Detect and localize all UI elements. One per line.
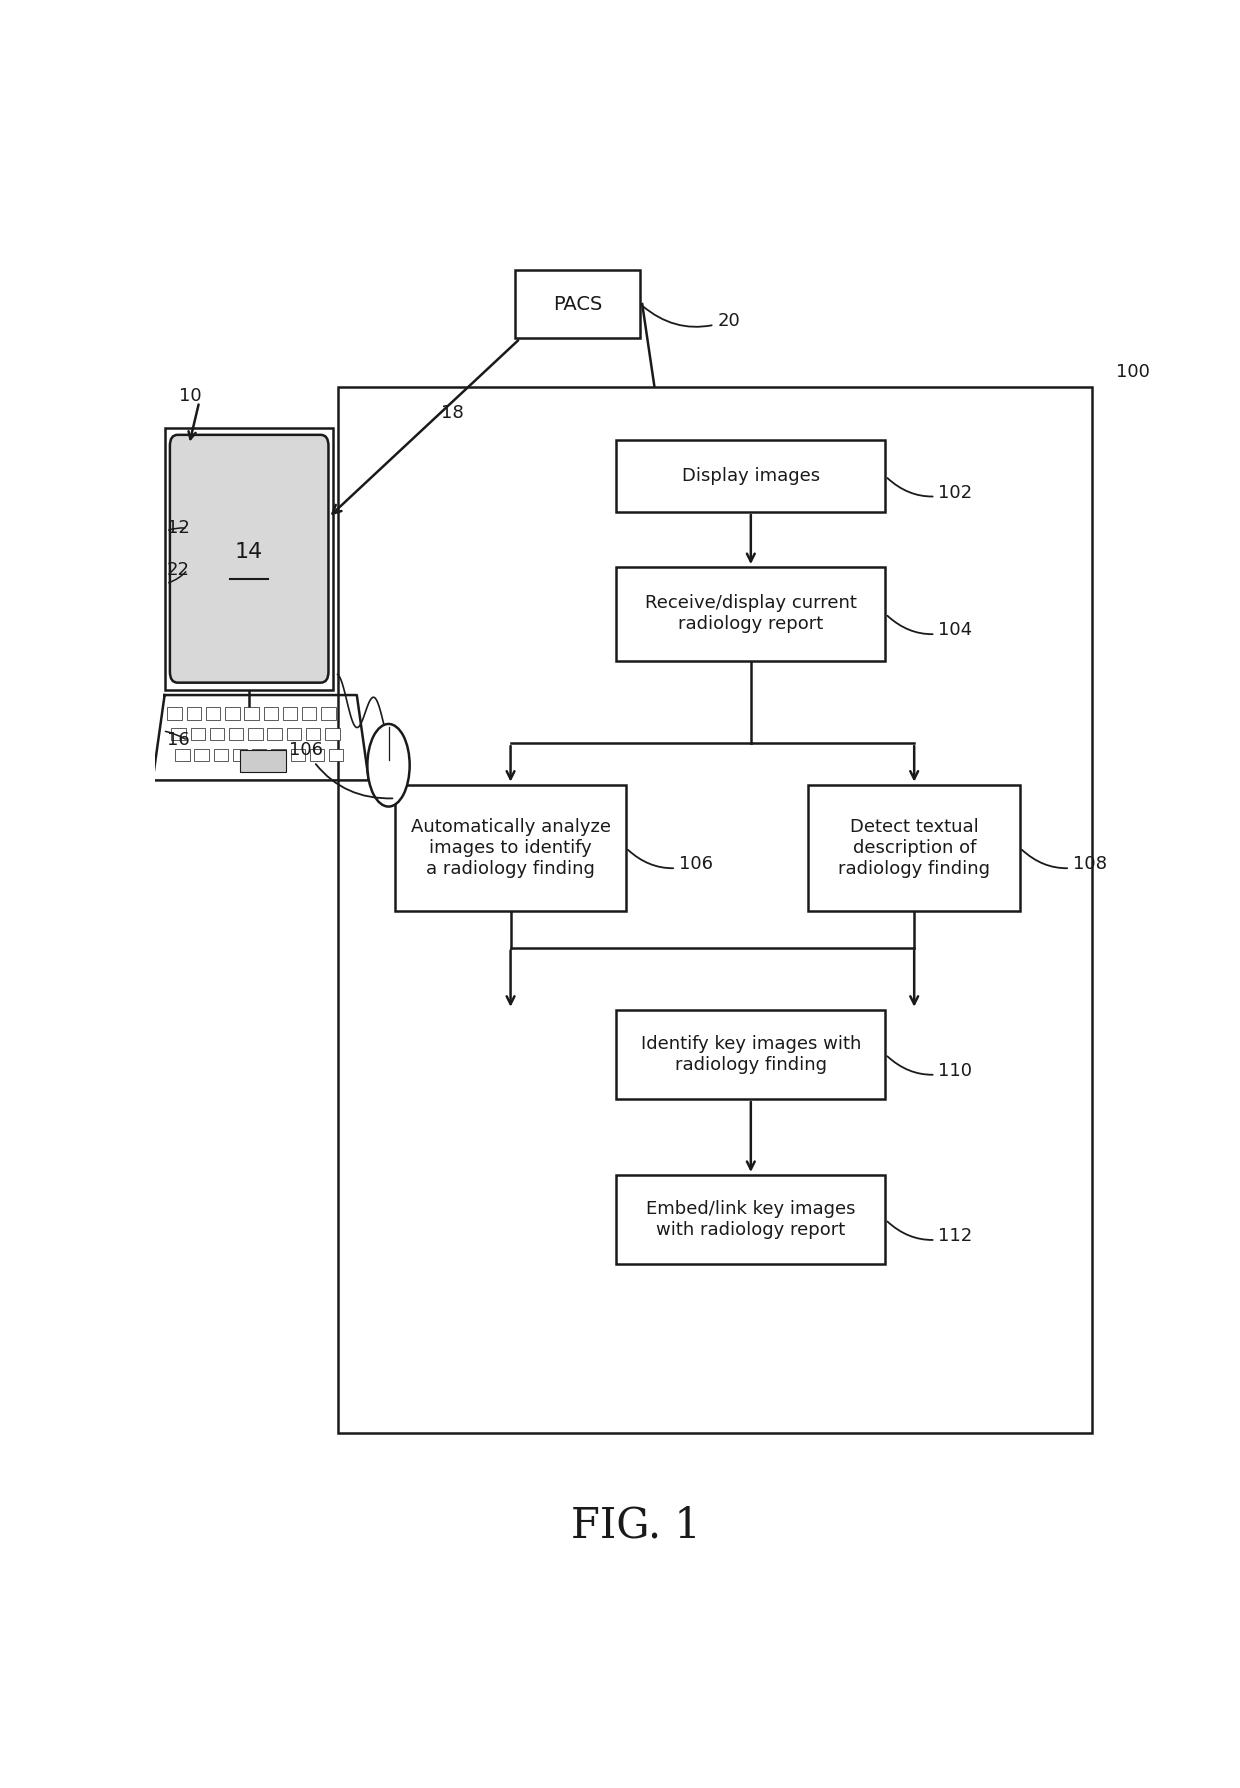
Bar <box>210 728 224 740</box>
Bar <box>616 567 885 660</box>
Text: 102: 102 <box>888 477 972 502</box>
Text: 18: 18 <box>441 404 464 422</box>
Bar <box>206 708 221 721</box>
Bar <box>264 708 278 721</box>
Text: Detect textual
description of
radiology finding: Detect textual description of radiology … <box>838 819 991 878</box>
Text: 108: 108 <box>1022 849 1107 873</box>
Bar <box>195 749 208 762</box>
Text: 10: 10 <box>179 388 202 406</box>
Bar <box>303 708 316 721</box>
Bar <box>396 785 626 912</box>
Bar <box>233 749 247 762</box>
Bar <box>337 386 1092 1432</box>
Bar <box>248 728 263 740</box>
Text: 22: 22 <box>166 561 190 579</box>
Bar <box>239 751 285 772</box>
Bar <box>310 749 324 762</box>
Bar <box>268 728 281 740</box>
Text: 112: 112 <box>888 1221 972 1244</box>
Ellipse shape <box>367 724 409 806</box>
Bar <box>290 749 305 762</box>
Bar <box>808 785 1019 912</box>
Bar <box>616 1175 885 1264</box>
Text: PACS: PACS <box>553 295 603 313</box>
Text: 14: 14 <box>236 542 263 561</box>
Bar <box>616 440 885 511</box>
Text: 12: 12 <box>166 520 190 538</box>
Text: Identify key images with
radiology finding: Identify key images with radiology findi… <box>641 1035 861 1075</box>
FancyBboxPatch shape <box>170 434 329 683</box>
Bar <box>286 728 301 740</box>
Text: 106: 106 <box>289 740 393 799</box>
Text: 20: 20 <box>642 306 740 329</box>
Bar <box>226 708 239 721</box>
Bar <box>329 749 343 762</box>
Bar <box>306 728 320 740</box>
Bar <box>321 708 336 721</box>
Text: Automatically analyze
images to identify
a radiology finding: Automatically analyze images to identify… <box>410 819 610 878</box>
Bar <box>213 749 228 762</box>
Bar <box>171 728 186 740</box>
Text: Embed/link key images
with radiology report: Embed/link key images with radiology rep… <box>646 1200 856 1239</box>
Text: Receive/display current
radiology report: Receive/display current radiology report <box>645 594 857 633</box>
Bar <box>229 728 243 740</box>
Text: Display images: Display images <box>682 467 820 485</box>
Text: 16: 16 <box>166 731 190 749</box>
Bar <box>187 708 201 721</box>
Bar <box>175 749 190 762</box>
Text: 104: 104 <box>888 615 972 640</box>
Text: 106: 106 <box>627 849 713 873</box>
Bar <box>252 749 267 762</box>
Bar <box>283 708 298 721</box>
Text: 110: 110 <box>888 1057 972 1080</box>
Text: 100: 100 <box>1116 363 1149 381</box>
Text: FIG. 1: FIG. 1 <box>570 1504 701 1547</box>
Bar <box>516 270 640 338</box>
Bar <box>167 708 182 721</box>
Bar <box>165 427 334 690</box>
Bar <box>325 728 340 740</box>
Bar <box>616 1010 885 1100</box>
Bar <box>191 728 205 740</box>
Bar <box>272 749 285 762</box>
Bar <box>244 708 259 721</box>
